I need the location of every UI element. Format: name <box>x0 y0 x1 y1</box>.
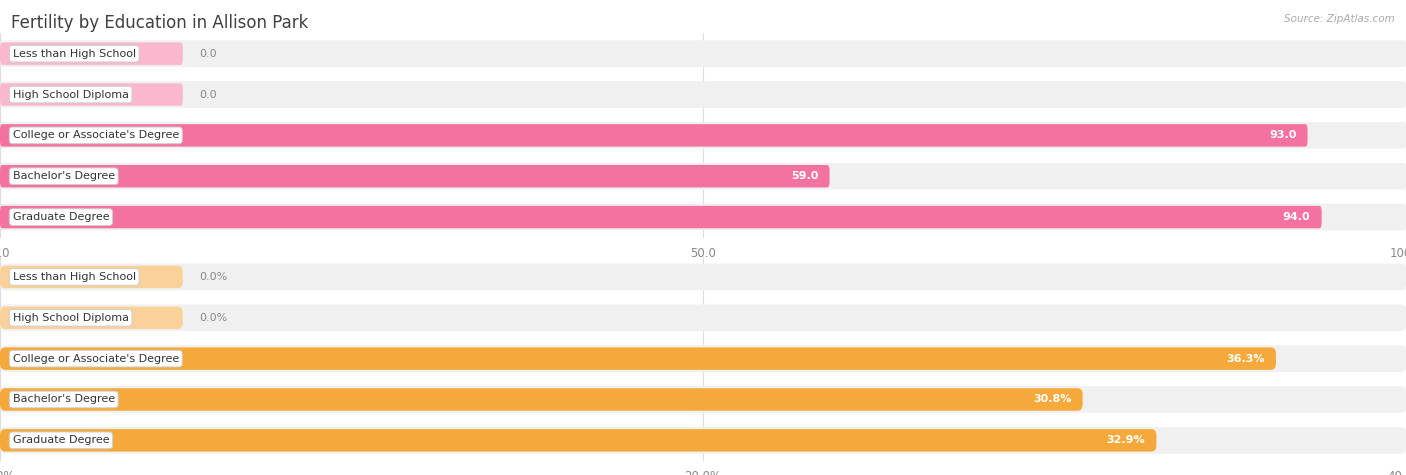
FancyBboxPatch shape <box>0 347 1277 370</box>
FancyBboxPatch shape <box>0 83 183 106</box>
FancyBboxPatch shape <box>0 165 830 188</box>
FancyBboxPatch shape <box>0 266 183 288</box>
Text: 0.0%: 0.0% <box>200 313 228 323</box>
FancyBboxPatch shape <box>0 40 1406 67</box>
Text: Bachelor's Degree: Bachelor's Degree <box>13 171 115 181</box>
FancyBboxPatch shape <box>0 264 1406 290</box>
FancyBboxPatch shape <box>0 386 1406 413</box>
FancyBboxPatch shape <box>0 204 1406 230</box>
FancyBboxPatch shape <box>0 429 1156 452</box>
FancyBboxPatch shape <box>0 388 1083 411</box>
FancyBboxPatch shape <box>0 304 1406 331</box>
Text: Source: ZipAtlas.com: Source: ZipAtlas.com <box>1284 14 1395 24</box>
Text: 0.0%: 0.0% <box>200 272 228 282</box>
FancyBboxPatch shape <box>0 345 1406 372</box>
FancyBboxPatch shape <box>0 42 183 65</box>
Text: 0.0: 0.0 <box>200 89 218 100</box>
Text: Fertility by Education in Allison Park: Fertility by Education in Allison Park <box>11 14 309 32</box>
Text: College or Associate's Degree: College or Associate's Degree <box>13 353 179 364</box>
FancyBboxPatch shape <box>0 427 1406 454</box>
FancyBboxPatch shape <box>0 163 1406 190</box>
Text: Less than High School: Less than High School <box>13 272 136 282</box>
Text: 59.0: 59.0 <box>792 171 818 181</box>
Text: Graduate Degree: Graduate Degree <box>13 212 110 222</box>
FancyBboxPatch shape <box>0 206 1322 228</box>
Text: 94.0: 94.0 <box>1282 212 1310 222</box>
Text: Less than High School: Less than High School <box>13 48 136 59</box>
Text: 0.0: 0.0 <box>200 48 218 59</box>
Text: High School Diploma: High School Diploma <box>13 89 129 100</box>
FancyBboxPatch shape <box>0 306 183 329</box>
FancyBboxPatch shape <box>0 124 1308 147</box>
Text: Graduate Degree: Graduate Degree <box>13 435 110 446</box>
FancyBboxPatch shape <box>0 81 1406 108</box>
Text: 36.3%: 36.3% <box>1226 353 1265 364</box>
Text: 32.9%: 32.9% <box>1107 435 1144 446</box>
Text: 93.0: 93.0 <box>1270 130 1296 141</box>
Text: College or Associate's Degree: College or Associate's Degree <box>13 130 179 141</box>
Text: Bachelor's Degree: Bachelor's Degree <box>13 394 115 405</box>
Text: 30.8%: 30.8% <box>1033 394 1071 405</box>
Text: High School Diploma: High School Diploma <box>13 313 129 323</box>
FancyBboxPatch shape <box>0 122 1406 149</box>
